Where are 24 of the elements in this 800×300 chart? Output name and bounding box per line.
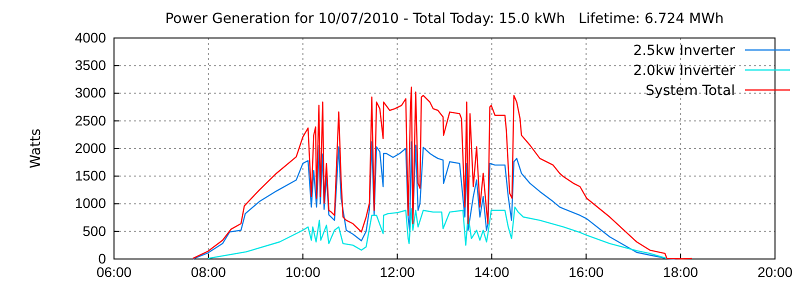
line-series — [207, 206, 668, 260]
y-tick-label: 2500 — [74, 112, 106, 128]
legend-label: 2.5kw Inverter — [633, 43, 736, 59]
y-tick-label: 1500 — [74, 168, 106, 184]
y-tick-label: 2000 — [74, 140, 106, 156]
x-tick-label: 08:00 — [190, 264, 226, 280]
y-tick-label: 3000 — [74, 84, 106, 101]
y-tick-label: 4000 — [74, 29, 106, 46]
chart-title: Power Generation for 10/07/2010 - Total Today: 15.0 kWh Lifetime: 6.724 MWh — [165, 11, 724, 27]
y-tick-label: 1000 — [74, 195, 106, 212]
x-tick-label: 18:00 — [663, 264, 698, 280]
y-tick-label: 3500 — [74, 57, 106, 74]
y-tick-label: 500 — [82, 222, 106, 239]
y-axis-title: Watts — [28, 128, 44, 168]
line-series — [192, 141, 676, 260]
x-tick-label: 10:00 — [285, 264, 321, 280]
y-tick-label: 0 — [98, 250, 106, 266]
x-tick-label: 16:00 — [568, 264, 604, 280]
x-tick-label: 20:00 — [757, 264, 793, 280]
legend-label: System Total — [646, 83, 735, 99]
legend-label: 2.0kw Inverter — [633, 63, 736, 79]
x-tick-label: 06:00 — [96, 264, 132, 280]
x-tick-label: 14:00 — [474, 264, 510, 280]
x-tick-label: 12:00 — [380, 264, 416, 280]
